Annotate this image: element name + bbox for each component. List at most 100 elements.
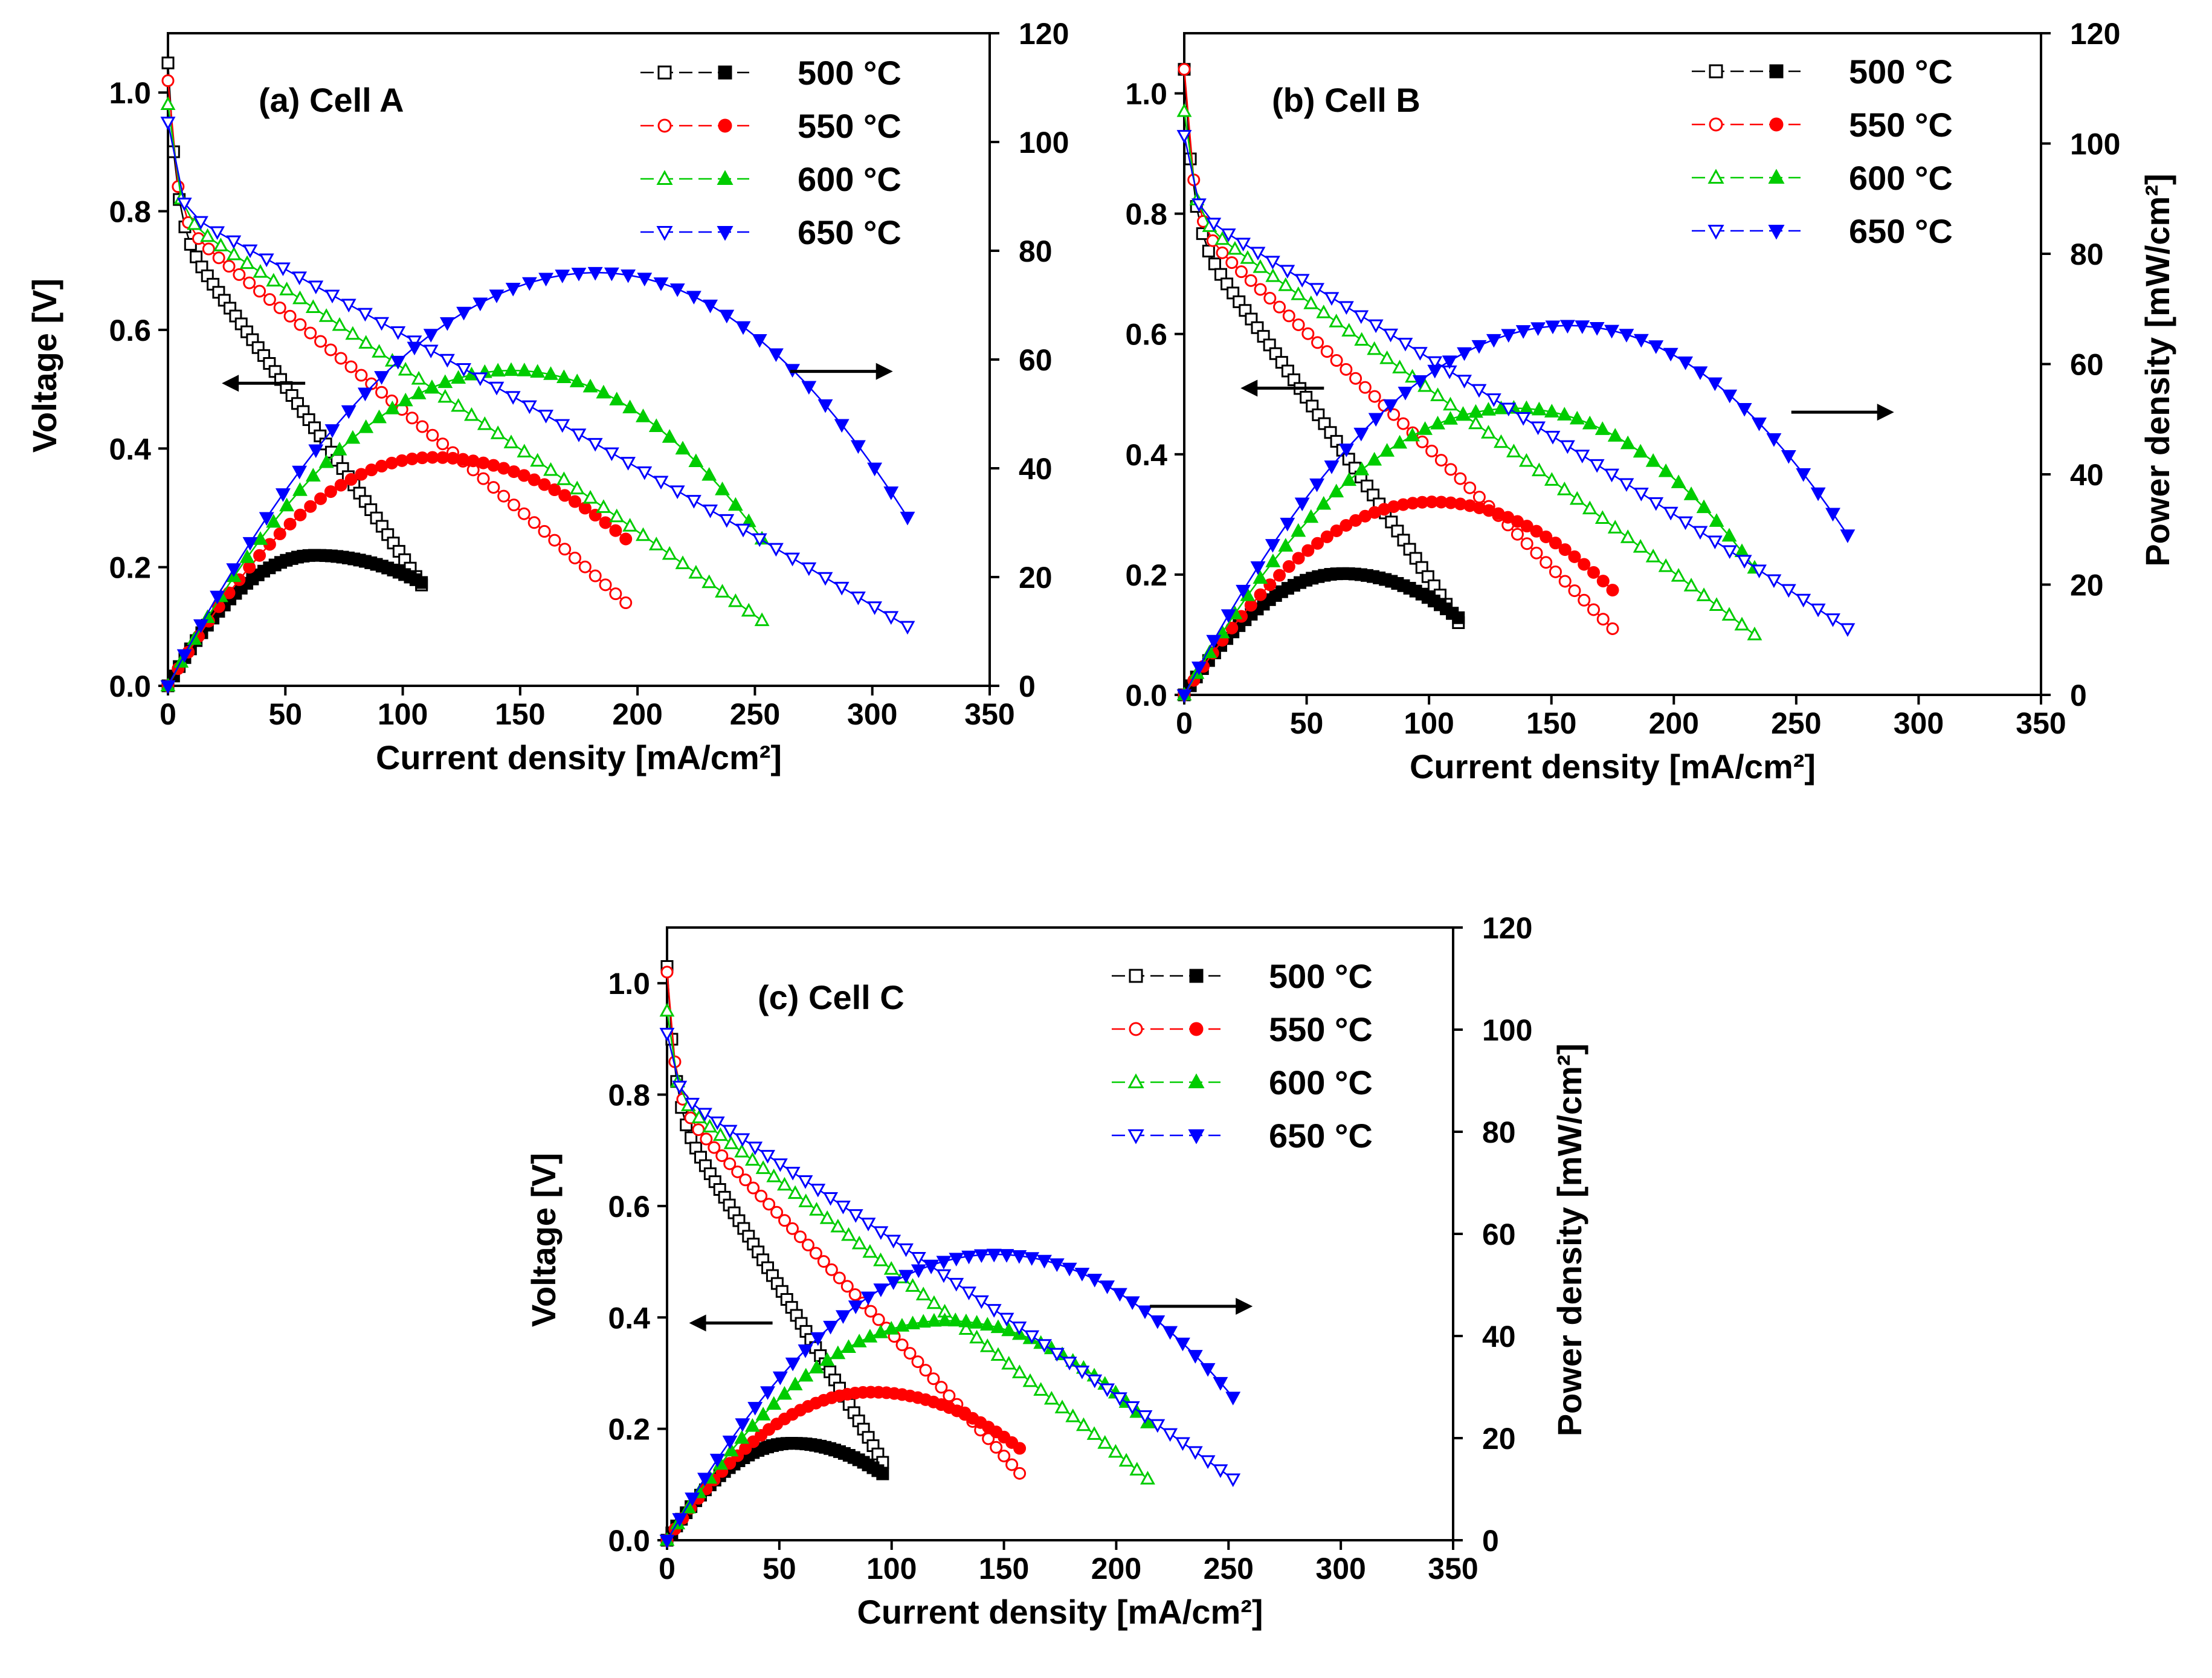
x-tick-label: 50 [268,697,302,731]
voltage-point-600 [1329,314,1344,328]
power-point-600 [701,466,717,481]
power-point-600 [894,1318,910,1332]
power-point-550 [1292,552,1305,565]
power-point-650 [571,268,587,282]
voltage-point-600 [1054,1399,1070,1414]
power-point-600 [569,373,585,387]
power-point-550 [1013,1442,1027,1455]
voltage-point-600 [1278,277,1294,291]
voltage-point-600 [1253,259,1268,273]
power-point-650 [886,1276,901,1290]
voltage-point-600 [1118,1453,1134,1467]
power-point-650 [1112,1288,1127,1302]
power-point-600 [1316,495,1332,510]
legend-filled-marker [717,170,734,185]
power-point-550 [497,462,511,475]
power-point-550 [426,451,439,464]
legend-open-marker [1709,117,1723,132]
legend-filled-marker [1768,169,1785,184]
y2-tick-label: 100 [2070,127,2120,161]
voltage-point-650 [835,1201,851,1215]
voltage-point-600 [372,344,387,358]
power-point-650 [834,419,850,433]
voltage-point-650 [242,244,258,259]
power-point-650 [973,1249,989,1263]
voltage-point-650 [1324,292,1340,306]
y2-tick-label: 0 [1019,670,1036,703]
voltage-point-650 [873,1226,889,1240]
legend-label: 650 °C [798,213,901,251]
legend-open-marker [657,118,672,133]
legend-filled-marker [717,226,734,241]
voltage-point-600 [1709,597,1724,611]
voltage-point-650 [1176,130,1192,144]
arrow-head-right [1236,1297,1253,1315]
power-point-650 [521,277,537,291]
voltage-point-650 [1810,603,1826,618]
voltage-point-650 [505,391,521,405]
y-tick-label: 0.2 [1125,558,1167,592]
power-point-600 [648,418,664,432]
power-point-650 [210,590,225,605]
voltage-point-650 [439,353,455,368]
legend-filled-marker [718,65,732,80]
power-point-550 [1549,537,1562,550]
voltage-point-650 [1191,198,1207,212]
power-point-550 [395,454,408,467]
power-line-600 [167,369,763,686]
x-tick-label: 300 [1894,706,1944,740]
power-point-600 [1696,499,1712,514]
voltage-point-550 [1263,292,1277,305]
voltage-point-650 [1707,535,1723,550]
power-point-650 [1176,689,1192,703]
power-point-550 [538,478,551,491]
voltage-point-600 [451,398,466,412]
legend: 500 °C 550 °C 600 °C 650 °C [640,54,901,251]
power-point-600 [958,1313,974,1328]
voltage-point-550 [416,420,429,433]
voltage-point-550 [517,507,530,520]
axis-arrows [689,1297,1253,1332]
voltage-point-600 [1721,607,1737,621]
power-point-600 [358,419,374,433]
voltage-point-550 [990,1441,1003,1454]
power-point-650 [292,465,308,480]
power-point-600 [715,481,730,495]
power-point-600 [636,408,651,422]
power-point-650 [949,1253,964,1267]
voltage-point-600 [715,584,730,598]
voltage-point-550 [1368,390,1381,403]
voltage-point-550 [355,369,368,382]
x-tick-label: 150 [495,697,545,731]
power-point-650 [823,1320,839,1335]
power-point-600 [809,1360,824,1373]
power-point-600 [1544,404,1559,418]
power-point-650 [1575,320,1590,334]
voltage-point-650 [472,372,488,387]
voltage-point-550 [911,1355,924,1369]
voltage-point-600 [701,574,717,589]
voltage-point-650 [817,572,833,586]
voltage-point-600 [187,216,202,230]
power-point-550 [416,451,429,465]
power-point-650 [1648,340,1664,354]
voltage-point-650 [1150,1419,1166,1433]
power-point-650 [999,1249,1014,1263]
voltage-point-600 [569,480,585,495]
voltage-point-650 [1781,584,1796,598]
power-point-600 [1595,421,1610,435]
power-point-650 [1486,334,1501,348]
voltage-point-600 [755,1160,771,1174]
power-point-600 [292,482,308,496]
power-point-550 [1320,530,1333,543]
power-point-600 [1291,523,1306,537]
power-point-600 [1253,570,1268,584]
power-point-650 [1220,609,1236,623]
voltage-point-550 [755,1189,768,1202]
voltage-point-650 [653,476,669,490]
voltage-point-650 [1037,1339,1052,1353]
voltage-point-650 [1633,488,1649,502]
voltage-point-600 [990,1347,1006,1361]
power-point-600 [318,454,334,468]
power-point-550 [1520,520,1533,533]
